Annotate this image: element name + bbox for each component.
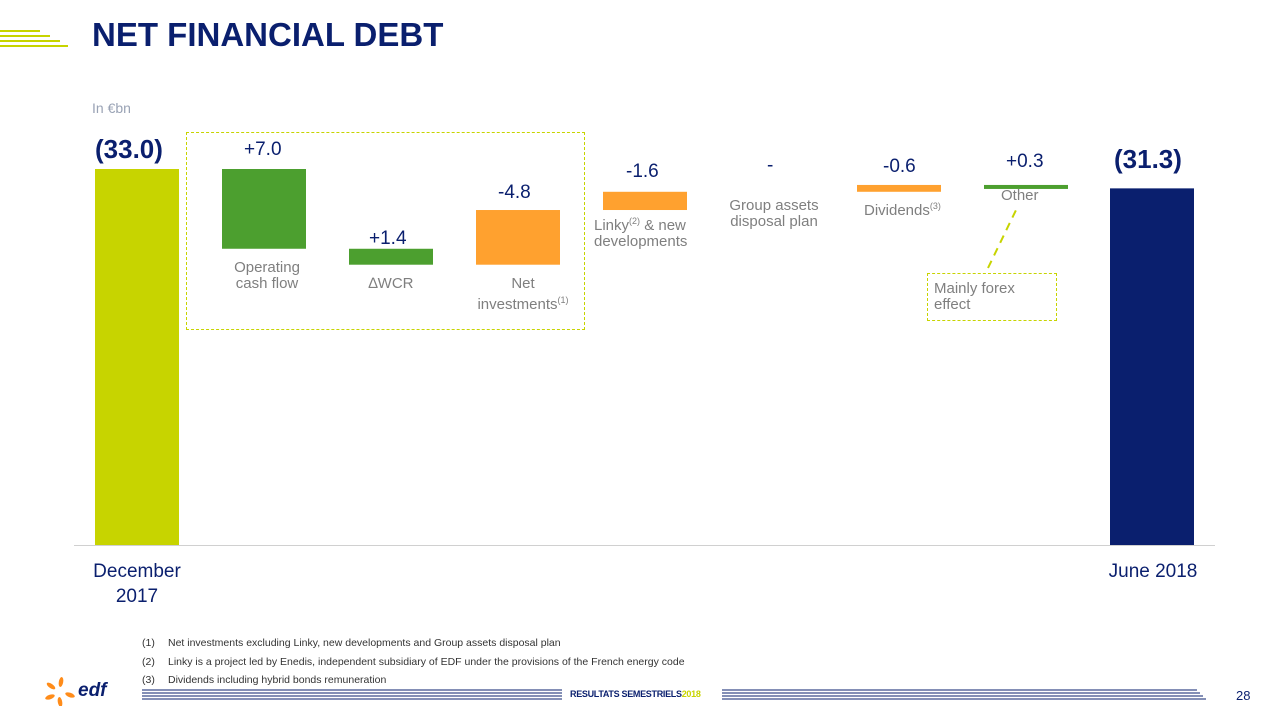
value-label-linky: -1.6 xyxy=(626,161,659,182)
bar-operating-cash-flow xyxy=(222,169,306,249)
category-label-wcr: ∆WCR xyxy=(368,275,414,292)
forex-annotation-box xyxy=(927,273,1057,321)
operating-items-group-box xyxy=(186,132,585,330)
value-label-net-investments: -4.8 xyxy=(498,182,531,203)
footer-lines xyxy=(142,689,1206,700)
category-label-linky: Linky(2) & new developments xyxy=(594,216,688,250)
footnote-3: (3) Dividends including hybrid bonds remu… xyxy=(142,674,387,686)
page-number: 28 xyxy=(1236,688,1251,703)
value-label-june-2018: (31.3) xyxy=(1114,144,1182,174)
category-label-dividends: Dividends(3) xyxy=(864,201,941,219)
unit-label: In €bn xyxy=(92,100,131,116)
edf-logo-icon xyxy=(45,677,75,706)
footnote-1: (1) Net investments excluding Linky, new … xyxy=(142,637,561,649)
page-title: NET FINANCIAL DEBT xyxy=(92,16,444,53)
footer-title: RESULTATS SEMESTRIELS2018 xyxy=(570,689,701,699)
value-label-operating-cash-flow: +7.0 xyxy=(244,139,282,160)
category-label-operating-cash-flow: Operating cash flow xyxy=(234,259,300,292)
edf-logo-text: edf xyxy=(78,680,107,701)
category-label-net-investments: Net investments(1) xyxy=(477,275,569,313)
axis-label-end: June 2018 xyxy=(1108,561,1198,582)
value-label-other: +0.3 xyxy=(1006,151,1044,172)
bar-dividends xyxy=(857,184,941,192)
axis-label-start: December 2017 xyxy=(93,561,181,607)
bar-december-2017 xyxy=(95,169,179,545)
bar-june-2018 xyxy=(1110,188,1194,545)
category-label-disposal-plan: Group assets disposal plan xyxy=(729,197,819,230)
forex-annotation-text: Mainly forex effect xyxy=(934,280,1015,313)
bar-other xyxy=(984,184,1068,189)
category-label-other: Other xyxy=(1001,187,1039,204)
value-label-wcr: +1.4 xyxy=(369,228,407,249)
footnote-2: (2) Linky is a project led by Enedis, ind… xyxy=(142,656,685,668)
annotation-connector xyxy=(987,207,1018,269)
value-label-disposal-plan: - xyxy=(767,155,774,176)
value-label-dividends: -0.6 xyxy=(883,156,916,177)
value-label-december-2017: (33.0) xyxy=(95,134,163,164)
bar-wcr xyxy=(349,248,433,265)
header-decoration-lines xyxy=(0,30,68,47)
waterfall-chart xyxy=(74,169,1215,546)
bar-net-investments xyxy=(476,210,560,265)
bar-linky xyxy=(603,191,687,211)
